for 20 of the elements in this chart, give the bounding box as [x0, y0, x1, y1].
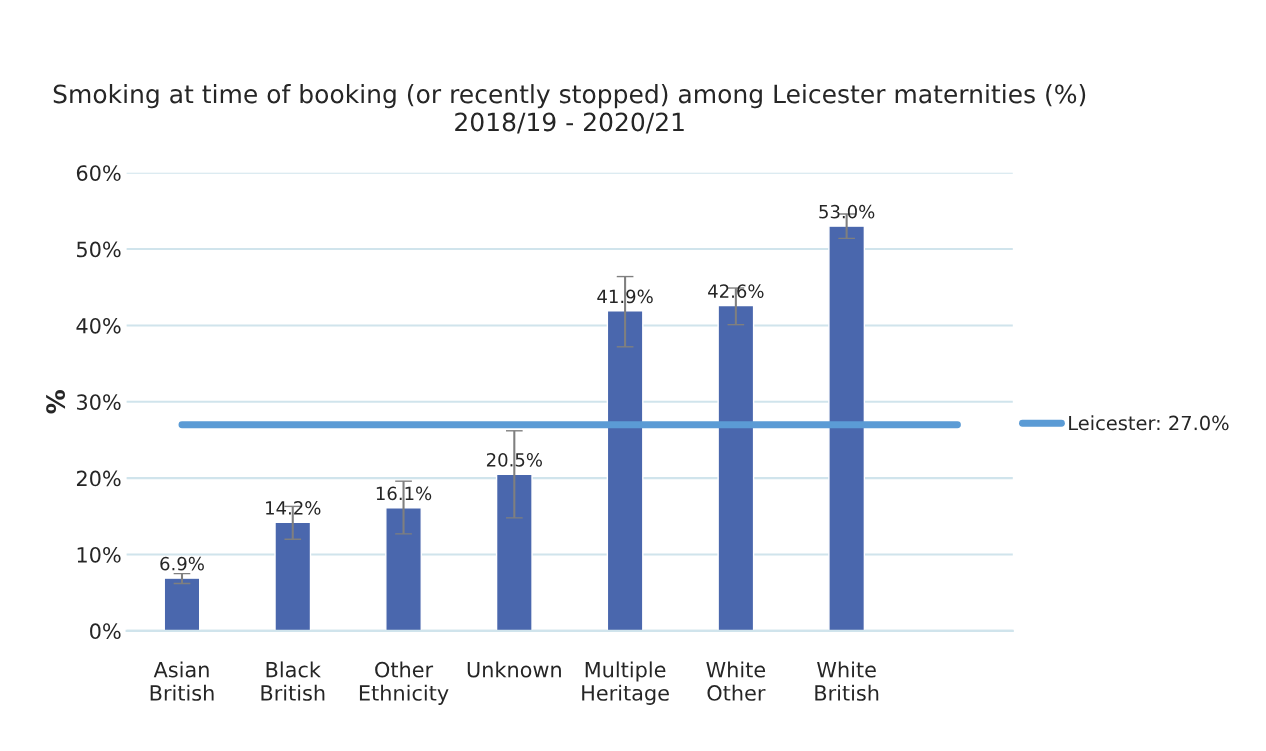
y-axis-title: %: [46, 390, 66, 414]
y-tick-label: 50%: [77, 241, 121, 258]
x-tick-label: Unknown: [467, 661, 561, 678]
x-tick-label: Other Ethnicity: [359, 661, 449, 705]
x-tick-label: Asian British: [150, 661, 214, 701]
x-tick-label: Black British: [261, 661, 325, 701]
y-tick-label: 40%: [76, 317, 121, 334]
x-tick-label: Multiple Heritage: [582, 661, 669, 705]
data-label: 53.0%: [819, 204, 875, 219]
data-label: 14.2%: [266, 501, 321, 515]
x-tick-label: White British: [815, 661, 879, 701]
y-tick-label: 30%: [77, 394, 121, 410]
y-tick-label: 20%: [76, 470, 121, 487]
y-tick-label: 60%: [76, 165, 121, 181]
y-tick-label: 0%: [90, 623, 121, 640]
data-label: 6.9%: [160, 556, 204, 571]
y-tick-label: 10%: [77, 546, 121, 563]
chart-title: Smoking at time of booking (or recently stopped) among Leicester maternities (%) 2018/19 - 2020/21: [53, 84, 1086, 134]
x-tick-label: White Other: [706, 661, 766, 701]
legend-label: Leicester: 27.0%: [1069, 415, 1229, 431]
